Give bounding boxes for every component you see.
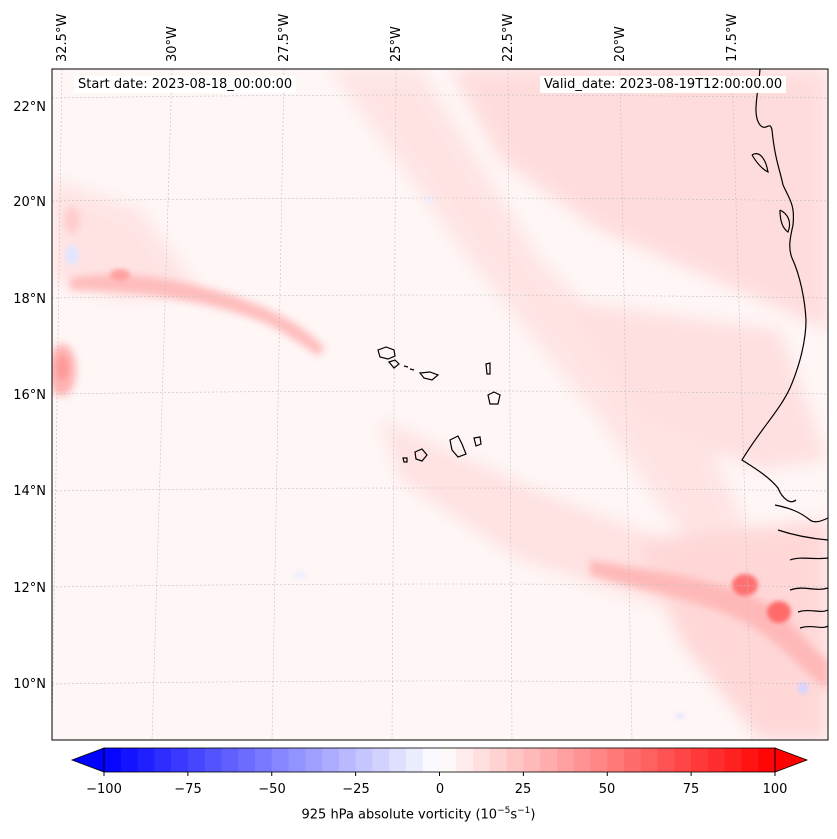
colorbar-tick-label: 100 [763, 782, 788, 797]
lat-label: 20°N [13, 195, 46, 210]
colorbar-tick-label: −50 [258, 782, 285, 797]
lon-label: 25°W [389, 26, 404, 62]
colorbar-cell [506, 748, 524, 772]
colorbar-cell [137, 748, 155, 772]
colorbar-tick-label: −100 [86, 782, 122, 797]
colorbar-cell [657, 748, 675, 772]
colorbar-tick-label: 50 [599, 782, 616, 797]
lat-label: 22°N [13, 100, 46, 115]
colorbar-label-prefix: 925 hPa absolute vorticity (10 [301, 807, 498, 823]
colorbar-cell [540, 748, 558, 772]
colorbar-cell [590, 748, 608, 772]
colorbar-label: 925 hPa absolute vorticity (10−5s−1) [0, 806, 837, 822]
graticule [52, 69, 828, 740]
lat-label: 10°N [13, 677, 46, 692]
colorbar: −100 −75 −50 −25 0 25 50 75 100 [70, 747, 809, 797]
colorbar-cell [691, 748, 709, 772]
lon-label: 27.5°W [277, 14, 292, 62]
lon-label: 17.5°W [725, 14, 740, 62]
lon-label: 22.5°W [501, 14, 516, 62]
colorbar-cell [439, 748, 457, 772]
colorbar-cell [372, 748, 390, 772]
colorbar-cell [171, 748, 189, 772]
colorbar-cell [724, 748, 743, 772]
colorbar-cell [254, 748, 273, 772]
colorbar-cell [104, 748, 122, 772]
colorbar-label-mid: s [510, 807, 518, 823]
colorbar-cell [305, 748, 323, 772]
colorbar-cells [104, 748, 776, 772]
lon-label: 20°W [613, 26, 628, 62]
colorbar-cell [523, 748, 541, 772]
longitude-labels: 32.5°W 30°W 27.5°W 25°W 22.5°W 20°W 17.5… [55, 14, 740, 62]
lat-label: 12°N [13, 581, 46, 596]
lat-label: 16°N [13, 388, 46, 403]
colorbar-cell [556, 748, 575, 772]
colorbar-extend-max [774, 747, 809, 773]
colorbar-cell [288, 748, 306, 772]
colorbar-cell [489, 748, 508, 772]
lat-label: 14°N [13, 484, 46, 499]
colorbar-cell [221, 748, 239, 772]
colorbar-cell [322, 748, 340, 772]
colorbar-cell [238, 748, 256, 772]
colorbar-cell [473, 748, 491, 772]
colorbar-cell [573, 748, 592, 772]
lon-label: 30°W [165, 26, 180, 62]
plot-frame [51, 68, 829, 741]
colorbar-cell [456, 748, 474, 772]
colorbar-cell [607, 748, 625, 772]
colorbar-tick-labels: −100 −75 −50 −25 0 25 50 75 100 [86, 782, 787, 797]
colorbar-tick-label: 0 [436, 782, 444, 797]
colorbar-label-exp1: −5 [497, 806, 511, 816]
colorbar-cell [338, 748, 357, 772]
colorbar-label-suffix: ) [530, 807, 536, 823]
colorbar-label-exp2: −1 [517, 806, 531, 816]
colorbar-tick-marks [103, 772, 776, 776]
coastlines [377, 69, 828, 629]
colorbar-cell [674, 748, 692, 772]
colorbar-tick-label: 25 [515, 782, 532, 797]
colorbar-cell [271, 748, 290, 772]
colorbar-cell [758, 748, 776, 772]
colorbar-cell [624, 748, 642, 772]
colorbar-cell [405, 748, 424, 772]
colorbar-cell [154, 748, 172, 772]
colorbar-extend-min [70, 747, 105, 773]
valid-date-label: Valid_date: 2023-08-19T12:00:00.00 [540, 76, 787, 93]
start-date-label: Start date: 2023-08-18_00:00:00 [74, 76, 297, 93]
vorticity-field [52, 69, 828, 740]
lon-label: 32.5°W [55, 14, 70, 62]
colorbar-cell [707, 748, 726, 772]
colorbar-cell [389, 748, 407, 772]
latitude-labels: 22°N 20°N 18°N 16°N 14°N 12°N 10°N [13, 100, 46, 692]
colorbar-tick-label: −75 [174, 782, 201, 797]
colorbar-cell [120, 748, 139, 772]
colorbar-cell [422, 748, 441, 772]
colorbar-tick-label: −25 [342, 782, 369, 797]
colorbar-cell [741, 748, 759, 772]
colorbar-cell [355, 748, 374, 772]
colorbar-tick-label: 75 [683, 782, 700, 797]
colorbar-cell [204, 748, 223, 772]
colorbar-cell [640, 748, 659, 772]
colorbar-cell [187, 748, 206, 772]
lat-label: 18°N [13, 292, 46, 307]
